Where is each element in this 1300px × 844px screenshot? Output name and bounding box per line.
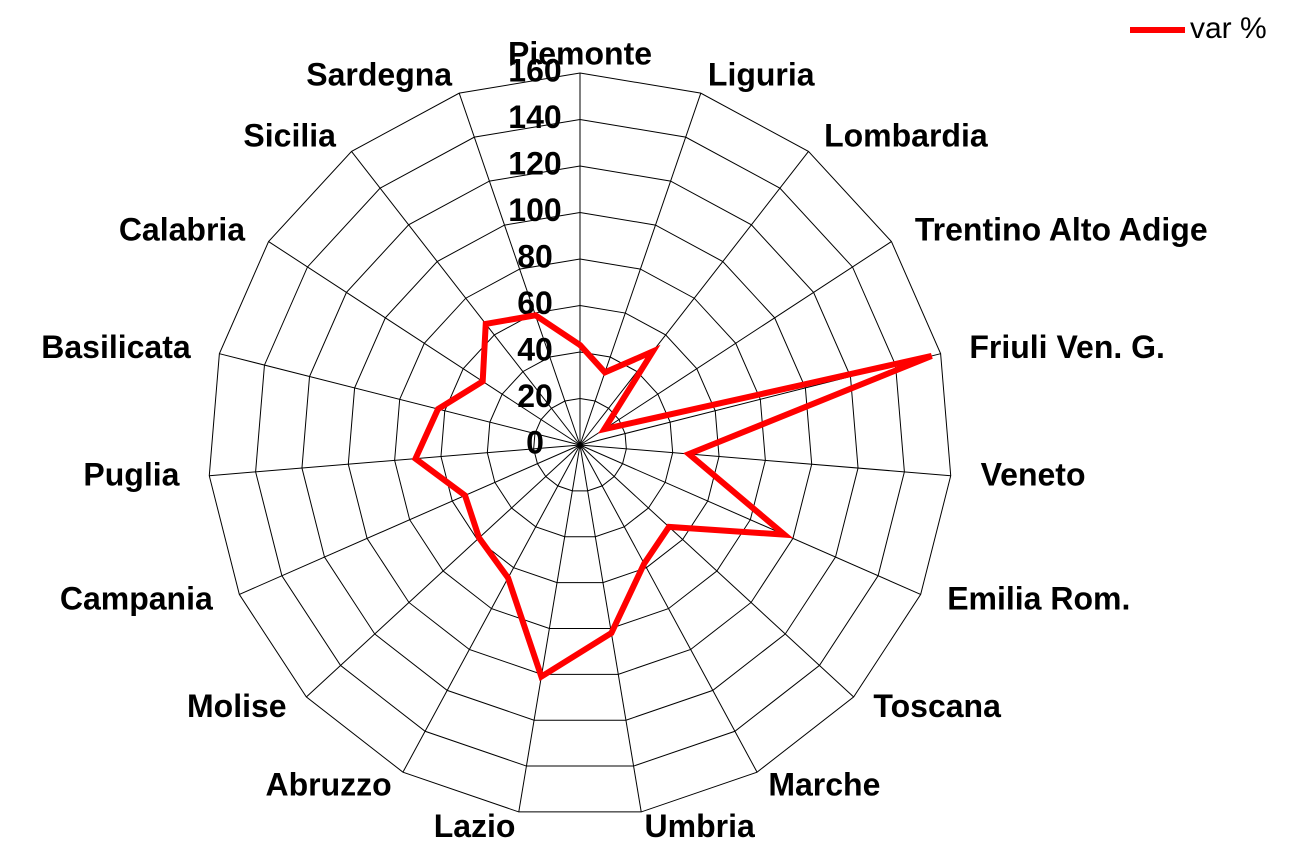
spoke [239, 444, 581, 595]
legend-label: var % [1190, 12, 1267, 45]
spoke [518, 444, 581, 813]
category-label: Friuli Ven. G. [969, 329, 1165, 365]
y-tick-label: 80 [517, 238, 553, 274]
category-label: Puglia [83, 457, 179, 493]
category-label: Piemonte [508, 35, 652, 71]
spoke [268, 241, 581, 446]
category-label: Basilicata [41, 329, 191, 365]
category-label: Umbria [645, 808, 755, 844]
grid-ring [533, 397, 627, 492]
series-line [411, 312, 933, 682]
category-label: Sicilia [243, 117, 336, 153]
grid-ring [255, 118, 905, 767]
spoke [209, 444, 581, 477]
grid-ring [347, 211, 813, 675]
spoke [351, 151, 581, 446]
category-label: Marche [768, 767, 880, 803]
spoke [458, 92, 581, 446]
grid-ring [486, 351, 674, 538]
spoke [579, 444, 951, 477]
grid-ring [208, 72, 952, 813]
category-label: Liguria [708, 57, 815, 93]
category-label: Veneto [981, 457, 1086, 493]
spoke [305, 444, 581, 698]
spoke [579, 241, 892, 446]
grid-ring [394, 258, 766, 629]
y-tick-label: 120 [508, 145, 561, 181]
category-label: Campania [60, 581, 213, 617]
spoke [579, 151, 809, 446]
y-tick-label: 20 [517, 378, 553, 414]
y-tick-label: 40 [517, 331, 553, 367]
category-label: Lombardia [824, 117, 988, 153]
spoke [402, 444, 581, 773]
category-label: Toscana [873, 688, 1001, 724]
category-label: Lazio [434, 808, 516, 844]
category-label: Abruzzo [265, 767, 391, 803]
grid-ring [301, 165, 859, 721]
spoke [219, 353, 581, 446]
category-label: Sardegna [306, 57, 452, 93]
y-tick-label: 100 [508, 192, 561, 228]
category-label: Molise [187, 688, 287, 724]
category-label: Emilia Rom. [947, 581, 1130, 617]
category-label: Trentino Alto Adige [915, 212, 1208, 248]
spoke [579, 444, 921, 595]
spoke [579, 92, 702, 446]
spoke [579, 444, 758, 773]
y-tick-label: 160 [508, 52, 561, 88]
y-tick-label: 140 [508, 99, 561, 135]
category-label: Calabria [119, 212, 245, 248]
y-tick-label: 0 [526, 424, 544, 460]
spoke [579, 444, 855, 698]
grid-ring [440, 304, 720, 584]
